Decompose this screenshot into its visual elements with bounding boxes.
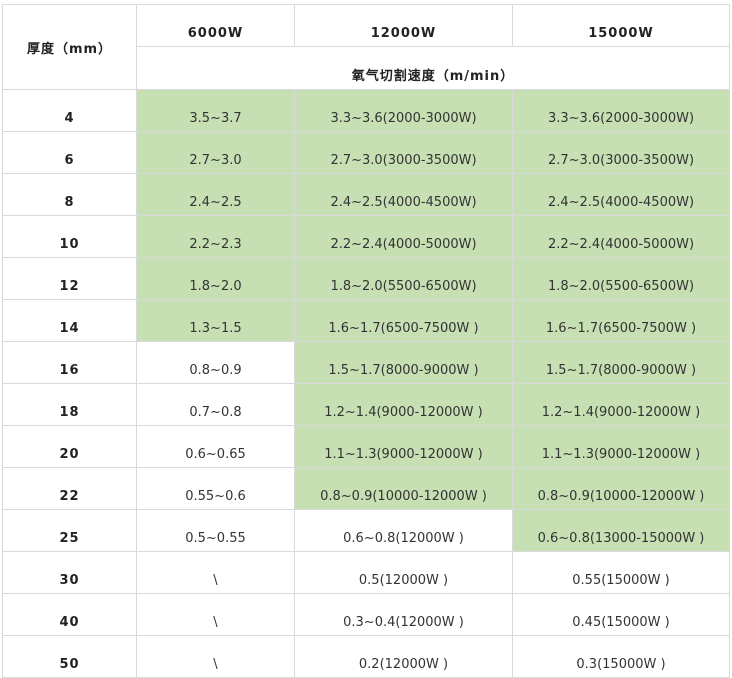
table-row: 6 2.7~3.0 2.7~3.0(3000-3500W) 2.7~3.0(3000-… bbox=[2, 131, 730, 174]
thickness-cell: 30 bbox=[2, 551, 137, 594]
speed-cell: \ bbox=[136, 551, 295, 594]
table-row: 20 0.6~0.65 1.1~1.3(9000-12000W ) 1.1~1.3(9… bbox=[2, 425, 730, 468]
speed-cell: 0.5~0.55 bbox=[136, 509, 295, 552]
table-row: 4 3.5~3.7 3.3~3.6(2000-3000W) 3.3~3.6(2000-… bbox=[2, 89, 730, 132]
table-row: 8 2.4~2.5 2.4~2.5(4000-4500W) 2.4~2.5(4000-… bbox=[2, 173, 730, 216]
speed-cell: 1.1~1.3(9000-12000W ) bbox=[512, 425, 730, 468]
speed-cell: 0.5(12000W ) bbox=[294, 551, 513, 594]
speed-cell: 1.8~2.0(5500-6500W) bbox=[512, 257, 730, 300]
thickness-cell: 10 bbox=[2, 215, 137, 258]
speed-cell: 0.8~0.9 bbox=[136, 341, 295, 384]
speed-cell: 1.5~1.7(8000-9000W ) bbox=[512, 341, 730, 384]
speed-cell: 0.55~0.6 bbox=[136, 467, 295, 510]
table-row: 10 2.2~2.3 2.2~2.4(4000-5000W) 2.2~2.4(4000… bbox=[2, 215, 730, 258]
thickness-cell: 6 bbox=[2, 131, 137, 174]
table-row: 50 \ 0.2(12000W ) 0.3(15000W ) bbox=[2, 635, 730, 678]
speed-cell: 1.1~1.3(9000-12000W ) bbox=[294, 425, 513, 468]
thickness-cell: 16 bbox=[2, 341, 137, 384]
table-row: 16 0.8~0.9 1.5~1.7(8000-9000W ) 1.5~1.7(800… bbox=[2, 341, 730, 384]
speed-cell: 0.7~0.8 bbox=[136, 383, 295, 426]
speed-cell: 2.7~3.0(3000-3500W) bbox=[512, 131, 730, 174]
power-header-12000: 12000W bbox=[294, 4, 513, 47]
speed-cell: 3.3~3.6(2000-3000W) bbox=[294, 89, 513, 132]
power-header-6000: 6000W bbox=[136, 4, 295, 47]
speed-cell: 0.6~0.8(13000-15000W ) bbox=[512, 509, 730, 552]
speed-cell: 0.6~0.65 bbox=[136, 425, 295, 468]
thickness-cell: 8 bbox=[2, 173, 137, 216]
speed-cell: 2.2~2.3 bbox=[136, 215, 295, 258]
speed-cell: 1.2~1.4(9000-12000W ) bbox=[512, 383, 730, 426]
speed-cell: \ bbox=[136, 635, 295, 678]
thickness-cell: 22 bbox=[2, 467, 137, 510]
speed-cell: 2.4~2.5(4000-4500W) bbox=[512, 173, 730, 216]
power-header-15000: 15000W bbox=[512, 4, 730, 47]
thickness-cell: 40 bbox=[2, 593, 137, 636]
speed-cell: 0.6~0.8(12000W ) bbox=[294, 509, 513, 552]
speed-cell: 0.45(15000W ) bbox=[512, 593, 730, 636]
speed-cell: 0.3~0.4(12000W ) bbox=[294, 593, 513, 636]
speed-cell: 2.4~2.5(4000-4500W) bbox=[294, 173, 513, 216]
speed-cell: 1.8~2.0(5500-6500W) bbox=[294, 257, 513, 300]
table-row: 30 \ 0.5(12000W ) 0.55(15000W ) bbox=[2, 551, 730, 594]
speed-cell: 1.2~1.4(9000-12000W ) bbox=[294, 383, 513, 426]
speed-cell: 2.4~2.5 bbox=[136, 173, 295, 216]
speed-cell: \ bbox=[136, 593, 295, 636]
cutting-speed-table: 厚度（mm） 6000W 12000W 15000W 氧气切割速度（m/min）… bbox=[2, 4, 730, 678]
thickness-cell: 20 bbox=[2, 425, 137, 468]
speed-cell: 1.3~1.5 bbox=[136, 299, 295, 342]
speed-cell: 1.8~2.0 bbox=[136, 257, 295, 300]
speed-cell: 2.7~3.0(3000-3500W) bbox=[294, 131, 513, 174]
speed-cell: 2.7~3.0 bbox=[136, 131, 295, 174]
table-row: 18 0.7~0.8 1.2~1.4(9000-12000W ) 1.2~1.4(90… bbox=[2, 383, 730, 426]
thickness-cell: 4 bbox=[2, 89, 137, 132]
table-row: 12 1.8~2.0 1.8~2.0(5500-6500W) 1.8~2.0(5500… bbox=[2, 257, 730, 300]
table-row: 40 \ 0.3~0.4(12000W ) 0.45(15000W ) bbox=[2, 593, 730, 636]
thickness-cell: 50 bbox=[2, 635, 137, 678]
thickness-cell: 18 bbox=[2, 383, 137, 426]
speed-cell: 0.8~0.9(10000-12000W ) bbox=[512, 467, 730, 510]
table-row: 22 0.55~0.6 0.8~0.9(10000-12000W ) 0.8~0.9(… bbox=[2, 467, 730, 510]
table-row: 14 1.3~1.5 1.6~1.7(6500-7500W ) 1.6~1.7(650… bbox=[2, 299, 730, 342]
thickness-cell: 14 bbox=[2, 299, 137, 342]
speed-cell: 1.5~1.7(8000-9000W ) bbox=[294, 341, 513, 384]
speed-cell: 2.2~2.4(4000-5000W) bbox=[512, 215, 730, 258]
speed-cell: 0.3(15000W ) bbox=[512, 635, 730, 678]
thickness-cell: 12 bbox=[2, 257, 137, 300]
header-row-speed: 氧气切割速度（m/min） bbox=[3, 46, 730, 90]
table-row: 25 0.5~0.55 0.6~0.8(12000W ) 0.6~0.8(13000-… bbox=[2, 509, 730, 552]
speed-cell: 0.55(15000W ) bbox=[512, 551, 730, 594]
thickness-header: 厚度（mm） bbox=[2, 4, 137, 90]
thickness-cell: 25 bbox=[2, 509, 137, 552]
speed-cell: 0.2(12000W ) bbox=[294, 635, 513, 678]
speed-cell: 0.8~0.9(10000-12000W ) bbox=[294, 467, 513, 510]
speed-cell: 1.6~1.7(6500-7500W ) bbox=[512, 299, 730, 342]
speed-cell: 1.6~1.7(6500-7500W ) bbox=[294, 299, 513, 342]
speed-cell: 2.2~2.4(4000-5000W) bbox=[294, 215, 513, 258]
speed-cell: 3.5~3.7 bbox=[136, 89, 295, 132]
speed-header: 氧气切割速度（m/min） bbox=[136, 46, 730, 90]
speed-cell: 3.3~3.6(2000-3000W) bbox=[512, 89, 730, 132]
header-row-power: 厚度（mm） 6000W 12000W 15000W bbox=[2, 4, 730, 90]
